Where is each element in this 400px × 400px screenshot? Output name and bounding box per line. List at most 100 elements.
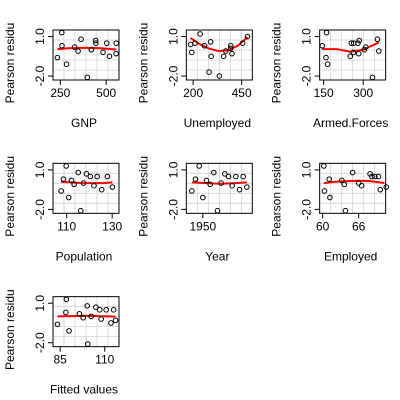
residual-point [59, 42, 65, 49]
x-tick-label: 85 [53, 353, 67, 367]
residual-point [377, 186, 384, 193]
x-tick-label: 110 [57, 219, 76, 233]
residual-point [91, 182, 97, 189]
residual-point [93, 304, 99, 310]
residual-point [106, 53, 113, 60]
residual-point [83, 171, 90, 177]
residual-point [339, 177, 345, 184]
residual-point [88, 313, 94, 320]
residual-point [361, 46, 368, 53]
x-tick-label: 200 [183, 86, 203, 100]
residual-panel-1: 250 500 -2.0 1.0 GNP Pearson residu [3, 23, 120, 130]
residual-point [96, 307, 103, 313]
residual-point [187, 41, 194, 48]
residual-point [341, 181, 348, 188]
residual-point [236, 186, 243, 193]
x-axis-label: Unemployed [184, 116, 251, 130]
residual-point [327, 194, 333, 201]
x-tick-label: 110 [95, 353, 114, 367]
residual-point [65, 194, 72, 201]
residual-points [54, 29, 120, 81]
plot-frame [52, 296, 120, 348]
residual-point [348, 40, 355, 46]
residual-point [110, 307, 117, 313]
residual-point [321, 188, 328, 194]
residual-point [349, 169, 356, 176]
residual-point [188, 49, 195, 56]
residual-point [87, 173, 94, 180]
residual-point [71, 44, 78, 50]
residual-point [207, 181, 213, 188]
y-tick-label: 1.0 [300, 28, 314, 45]
residual-point [80, 314, 86, 321]
residual-point [103, 40, 110, 46]
residual-point [113, 50, 119, 57]
residual-point [358, 182, 365, 189]
residual-point [207, 39, 214, 45]
residual-point [75, 48, 81, 54]
grid-lines [186, 30, 253, 80]
y-tick-label: -2.0 [166, 199, 180, 220]
residual-point [369, 173, 375, 180]
y-axis-label: Pearson residu [136, 23, 150, 104]
residual-point [229, 50, 235, 57]
residual-point [71, 181, 77, 188]
residual-point [76, 310, 83, 317]
residual-point [192, 176, 199, 182]
residual-point [108, 320, 114, 326]
residual-panel-3: 150 300 -2.0 1.0 Armed.Forces Pearson residu [270, 23, 389, 130]
residual-point [66, 328, 72, 334]
residual-point [88, 46, 95, 53]
residual-point [356, 37, 363, 44]
residual-point [225, 173, 232, 180]
residual-point [347, 53, 354, 60]
residual-point [233, 173, 239, 180]
residual-point [227, 45, 234, 52]
residual-point [68, 177, 75, 184]
residual-point [324, 61, 331, 68]
x-axis-label: Population [56, 249, 113, 263]
residual-point [383, 184, 390, 190]
residual-point [244, 33, 251, 40]
smooth-curve [323, 179, 385, 185]
residual-point [93, 40, 99, 46]
plot-frame [185, 29, 253, 81]
smooth-curve [57, 314, 116, 318]
residual-point [220, 53, 227, 60]
residual-point [326, 176, 333, 182]
y-tick-label: 1.0 [166, 161, 180, 178]
smooth-curve [191, 181, 247, 185]
residual-point [63, 309, 69, 316]
residual-point [350, 40, 357, 46]
x-tick-label: 250 [50, 86, 70, 100]
residual-points [187, 31, 251, 79]
residual-panel-6: 60 66 -2.0 1.0 Employed Pearson residu [270, 156, 390, 263]
y-tick-label: -2.0 [300, 65, 314, 86]
residual-point [112, 317, 119, 324]
residual-point [375, 173, 382, 180]
residual-point [375, 48, 382, 54]
x-axis-label: Armed.Forces [313, 116, 388, 130]
x-tick-label: 1950 [189, 219, 216, 233]
y-axis-label: Pearson residu [136, 156, 150, 237]
x-axis-label: Employed [324, 249, 377, 263]
residual-point [240, 173, 246, 180]
residual-panel-2: 200 450 -2.0 1.0 Unemployed Pearson residu [136, 23, 253, 130]
residual-point [227, 42, 234, 49]
y-tick-label: -2.0 [166, 65, 180, 86]
residual-point [216, 73, 223, 79]
y-tick-label: 1.0 [33, 161, 47, 178]
y-axis-label: Pearson residu [3, 23, 17, 104]
y-tick-label: 1.0 [33, 295, 47, 312]
residual-point [374, 36, 381, 43]
smooth-curve [57, 46, 117, 51]
y-axis-label: Pearson residu [270, 156, 284, 237]
residual-point [323, 54, 329, 61]
grid-lines [319, 163, 386, 214]
plot-frame [52, 162, 120, 214]
residual-point [222, 48, 229, 54]
residual-point [372, 173, 378, 180]
residual-point [98, 186, 105, 193]
residual-point [218, 180, 224, 186]
x-tick-label: 300 [353, 86, 373, 100]
